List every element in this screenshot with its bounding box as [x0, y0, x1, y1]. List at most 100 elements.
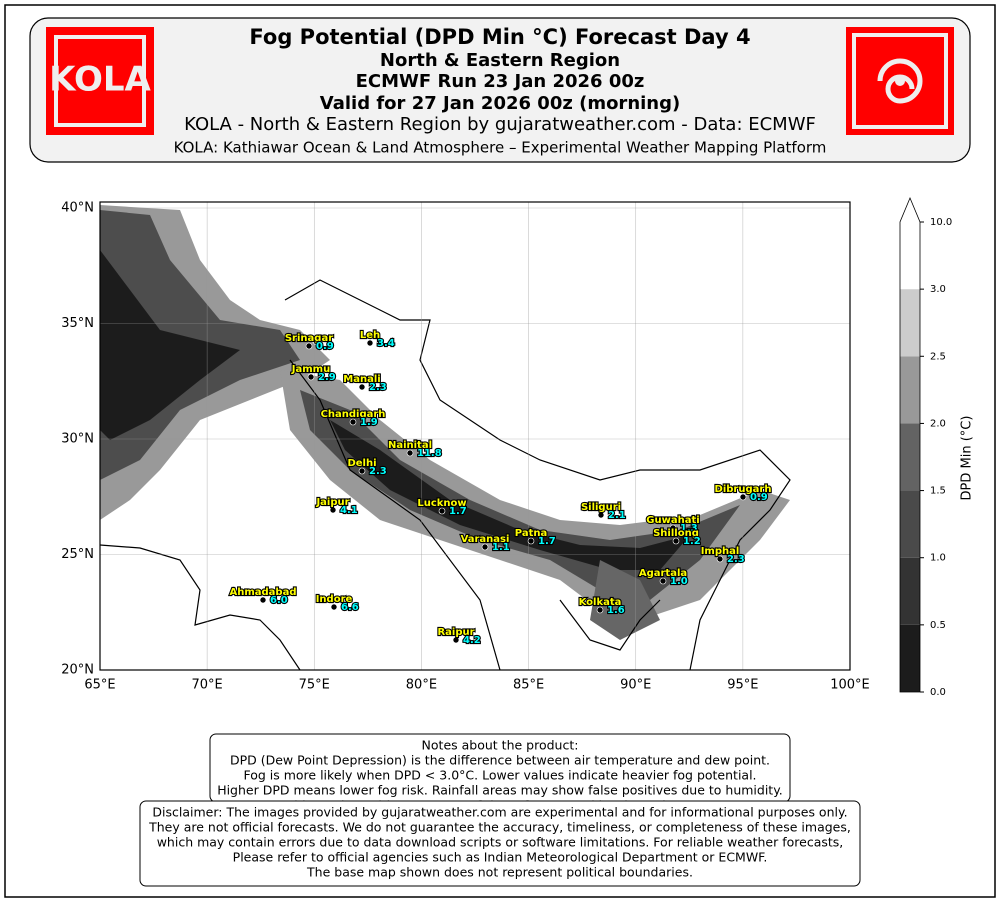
city-name: Indore	[316, 594, 353, 605]
disclaimer-line: Please refer to official agencies such a…	[233, 850, 768, 865]
disclaimer-line: which may contain errors due to data dow…	[157, 835, 844, 850]
city-value: 4.1	[340, 505, 358, 516]
city-dot	[659, 577, 667, 585]
disclaimer-box	[139, 800, 861, 887]
lat-tick-label: 40°N	[61, 201, 94, 216]
city-value: 1.0	[670, 576, 688, 587]
colorbar-segment	[900, 356, 920, 424]
lon-tick-label: 100°E	[830, 678, 870, 693]
city-value: 6.0	[270, 595, 288, 606]
logo-left: KOLA	[46, 27, 154, 135]
platform: KOLA: Kathiawar Ocean & Land Atmosphere …	[174, 139, 827, 157]
city-dot	[596, 606, 604, 614]
city-value: 1.6	[607, 605, 625, 616]
city-dot	[406, 449, 414, 457]
valid: Valid for 27 Jan 2026 00z (morning)	[320, 93, 680, 114]
city-dot	[259, 596, 267, 604]
city-name: Nainital	[388, 440, 432, 451]
credit: KOLA - North & Eastern Region by gujarat…	[184, 114, 816, 135]
lon-tick-label: 80°E	[406, 678, 437, 693]
city-name: Dibrugarh	[715, 484, 772, 495]
city-name: Srinagar	[285, 333, 333, 344]
colorbar-tick-label: 2.0	[930, 418, 946, 429]
city-value: 1.7	[538, 536, 556, 547]
city-value: 0.9	[750, 492, 768, 503]
city-dot	[366, 339, 374, 347]
lon-tick-label: 95°E	[727, 678, 758, 693]
city-name: Ahmadabad	[230, 587, 297, 598]
city-value: 2.3	[369, 382, 387, 393]
city-value: 4.2	[463, 635, 481, 646]
city-name: Agartala	[639, 568, 687, 579]
colorbar-tick-label: 2.5	[930, 351, 946, 362]
city-value: 6.6	[341, 602, 359, 613]
lon-tick-label: 85°E	[513, 678, 544, 693]
city-dot	[481, 543, 489, 551]
colorbar-segment	[900, 557, 920, 625]
city-name: Guwahati	[646, 515, 699, 526]
city-name: Raipur	[437, 627, 474, 638]
colorbar-tick-label: 1.0	[930, 553, 946, 564]
city-dot	[716, 555, 724, 563]
colorbar-tick-label: 3.0	[930, 284, 946, 295]
title: Fog Potential (DPD Min °C) Forecast Day …	[249, 25, 750, 49]
city-value: 2.3	[727, 554, 745, 565]
city-value: 11.8	[417, 448, 442, 459]
note-line: DPD (Dew Point Depression) is the differ…	[230, 753, 770, 768]
lon-tick-label: 70°E	[192, 678, 223, 693]
lon-tick-label: 90°E	[620, 678, 651, 693]
city-dot	[330, 603, 338, 611]
city-value: 3.4	[377, 338, 395, 349]
lat-tick-label: 25°N	[61, 547, 94, 562]
map-frame	[99, 201, 851, 671]
city-name: Delhi	[347, 458, 376, 469]
colorbar-segment	[900, 423, 920, 491]
city-dot	[358, 467, 366, 475]
city-name: Jaipur	[315, 497, 349, 508]
city-name: Manali	[343, 374, 380, 385]
logo-right	[846, 27, 954, 135]
colorbar-label: DPD Min (°C)	[960, 416, 975, 501]
city-name: Kolkata	[579, 597, 622, 608]
city-value: 2.1	[608, 510, 626, 521]
lon-tick-label: 65°E	[84, 678, 115, 693]
colorbar-tick-label: 1.5	[930, 486, 946, 497]
outer-border	[4, 4, 996, 898]
disclaimer-line: Disclaimer: The images provided by gujar…	[152, 805, 847, 820]
city-value: 1.2	[683, 536, 701, 547]
city-dot	[358, 383, 366, 391]
colorbar-tick-label: 10.0	[930, 217, 952, 228]
city-value: 1.3	[680, 523, 698, 534]
header-box	[29, 17, 971, 163]
city-dot	[739, 493, 747, 501]
city-name: Siliguri	[581, 502, 621, 513]
city-name: Imphal	[701, 546, 740, 557]
city-name: Patna	[515, 528, 547, 539]
fog-field	[100, 202, 850, 670]
lat-tick-label: 30°N	[61, 432, 94, 447]
lat-tick-label: 20°N	[61, 663, 94, 678]
city-name: Varanasi	[461, 534, 510, 545]
colorbar-tick-label: 0.5	[930, 620, 946, 631]
disclaimer-line: They are not official forecasts. We do n…	[148, 820, 851, 835]
city-value: 1.7	[449, 506, 467, 517]
city-dot	[527, 537, 535, 545]
city-dot	[672, 537, 680, 545]
city-value: 1.1	[492, 542, 510, 553]
region: North & Eastern Region	[380, 50, 620, 71]
boundaries	[100, 279, 791, 670]
city-dot	[597, 511, 605, 519]
city-value: 0.9	[316, 341, 334, 352]
city-name: Shillong	[653, 528, 699, 539]
city-name: Leh	[360, 330, 380, 341]
logo-text: KOLA	[49, 60, 151, 100]
disclaimer: Disclaimer: The images provided by gujar…	[148, 805, 851, 880]
city-value: 2.3	[369, 466, 387, 477]
city-dot	[452, 636, 460, 644]
city-dot	[305, 342, 313, 350]
city-value: 1.9	[360, 417, 378, 428]
colorbar-segment	[900, 624, 920, 692]
note-line: Notes about the product:	[422, 738, 579, 753]
colorbar-segment	[900, 289, 920, 357]
